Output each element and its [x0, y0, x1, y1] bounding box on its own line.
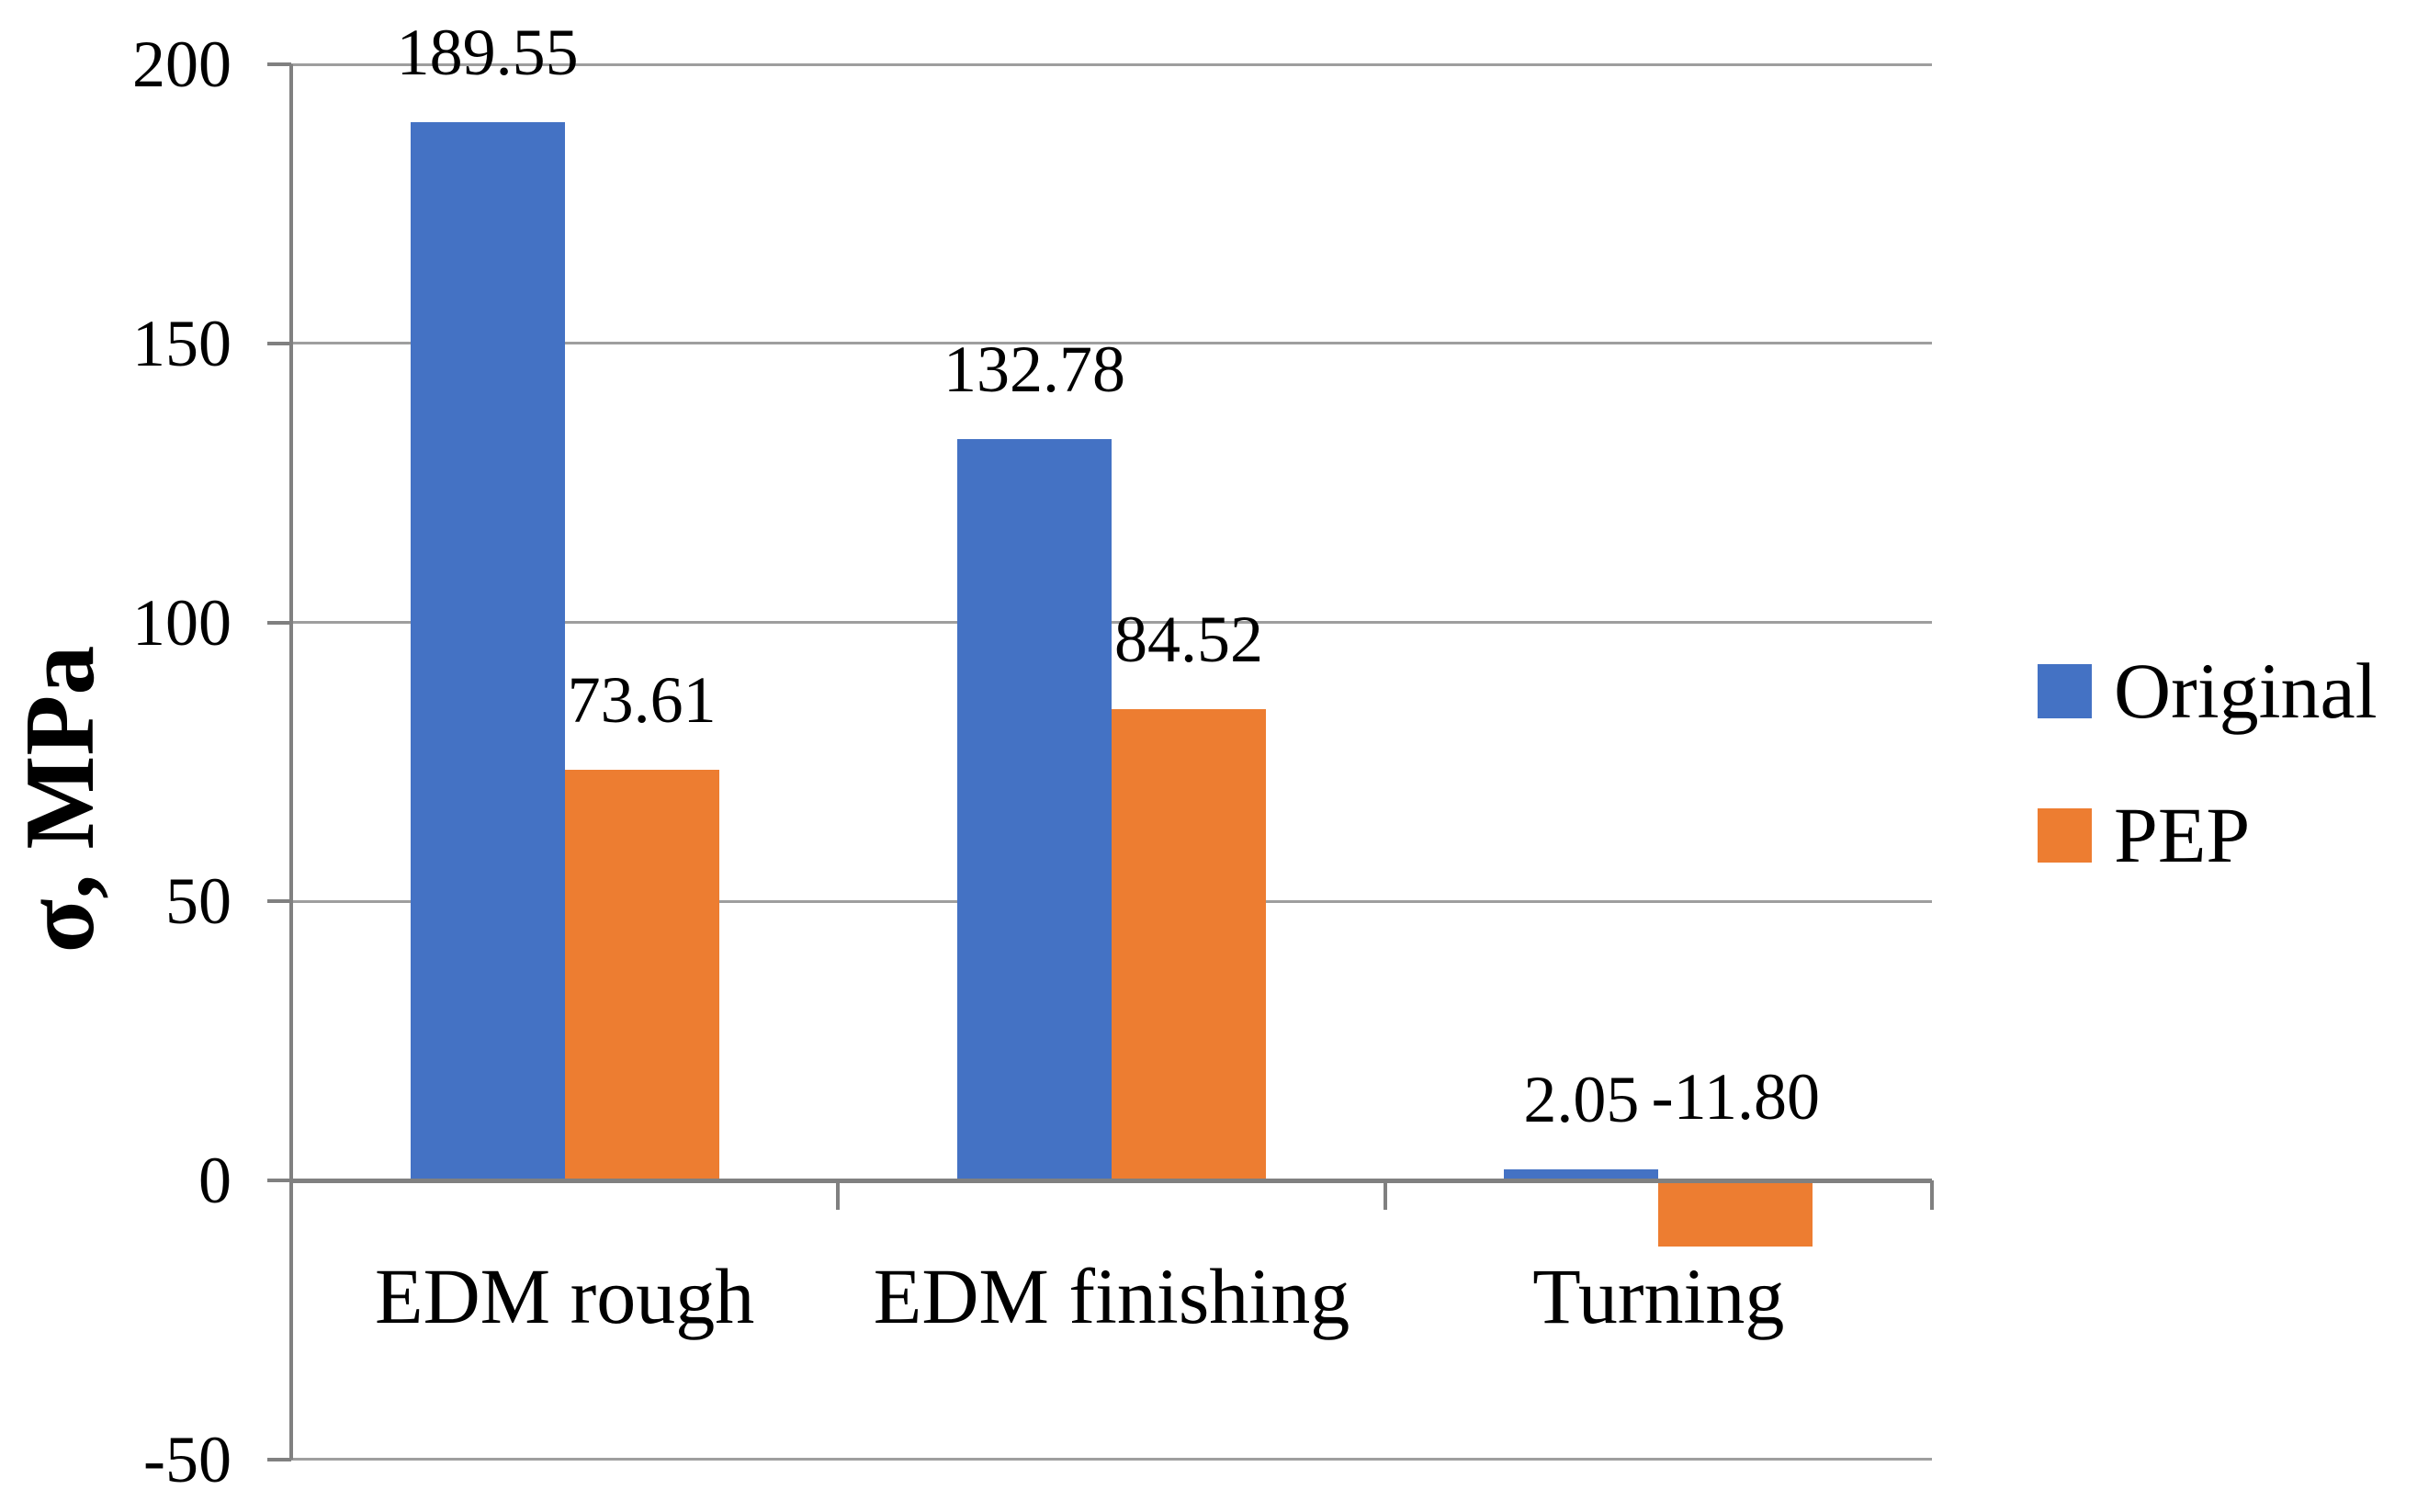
y-axis-tick-100	[267, 620, 291, 625]
x-axis-tick-0	[289, 1180, 293, 1210]
bar-original-turning	[1504, 1168, 1659, 1180]
y-axis-tick-0	[267, 1179, 291, 1182]
data-label-pep-edm-rough: 73.61	[567, 662, 717, 737]
y-axis-line	[289, 64, 293, 1460]
gridline-100	[291, 621, 1932, 624]
y-tick-label-0: 0	[198, 1144, 232, 1217]
x-axis-line	[291, 1178, 1932, 1183]
category-label-edm-finishing: EDM finishing	[873, 1252, 1350, 1340]
x-axis-tick-3	[1930, 1180, 1934, 1210]
legend-label-original: Original	[2114, 647, 2377, 735]
bar-pep-edm-rough	[564, 769, 719, 1180]
y-tick-label-150: 150	[132, 306, 232, 380]
x-axis-tick-1	[836, 1180, 841, 1210]
bar-original-edm-rough	[410, 122, 565, 1180]
data-label-original-edm-finishing: 132.78	[943, 333, 1125, 407]
y-tick-label-50: 50	[165, 864, 232, 939]
gridline-200	[291, 62, 1932, 66]
category-label-edm-rough: EDM rough	[375, 1252, 755, 1340]
legend-item-original: Original	[2038, 647, 2377, 735]
bar-original-edm-finishing	[957, 439, 1112, 1180]
data-label-original-edm-rough: 189.55	[396, 16, 579, 90]
legend-item-pep: PEP	[2038, 791, 2251, 879]
x-axis-tick-2	[1383, 1180, 1387, 1210]
data-label-original-turning: 2.05	[1523, 1062, 1640, 1136]
gridline-150	[291, 342, 1932, 345]
y-axis-tick-50	[267, 899, 291, 904]
y-axis-tick-200	[267, 62, 291, 66]
category-label-turning: Turning	[1532, 1252, 1785, 1340]
legend-swatch-pep	[2038, 808, 2092, 863]
data-label-pep-edm-finishing: 84.52	[1114, 602, 1263, 676]
data-label-pep-turning: -11.80	[1651, 1060, 1820, 1134]
legend-label-pep: PEP	[2114, 791, 2251, 879]
legend-swatch-original	[2038, 664, 2092, 718]
y-tick-label--50: -50	[143, 1422, 232, 1496]
y-tick-label-100: 100	[132, 585, 232, 660]
bar-pep-turning	[1658, 1180, 1813, 1247]
y-axis-tick--50	[267, 1457, 291, 1461]
y-tick-label-200: 200	[132, 28, 232, 101]
y-axis-title: σ, MPa	[6, 645, 115, 953]
gridline--50	[291, 1458, 1932, 1461]
y-axis-tick-150	[267, 341, 291, 345]
bar-pep-edm-finishing	[1112, 708, 1266, 1180]
